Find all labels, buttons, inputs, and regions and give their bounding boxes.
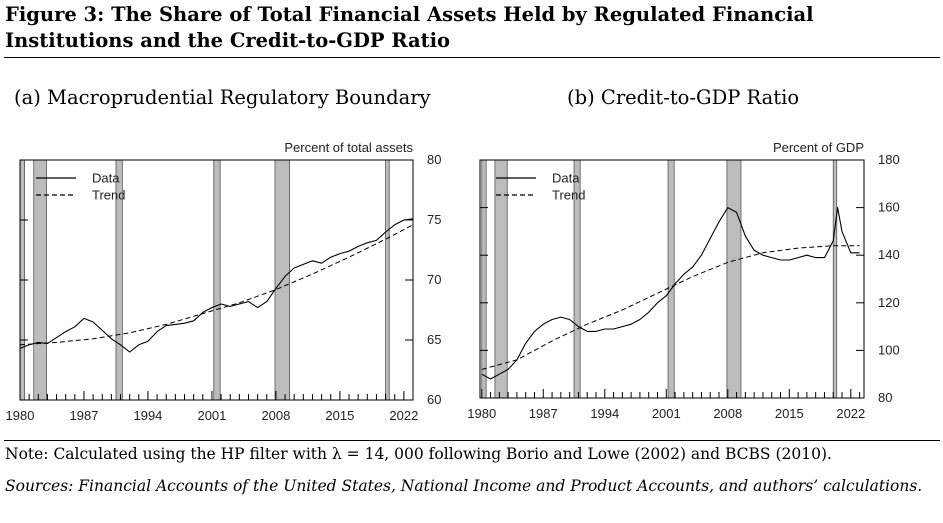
legend-label: Data (552, 171, 580, 186)
panel-a-chart: 1980 1987 1994 2001 2008 2015 2022 60 65 70 75 80 Pe… (6, 140, 442, 423)
y-tick-label: 75 (427, 212, 441, 227)
y-tick-label: 180 (878, 152, 900, 167)
x-tick-label: 2001 (652, 406, 681, 421)
y-tick-label: 120 (878, 295, 900, 310)
legend-label: Trend (552, 188, 585, 203)
y-tick-label: 65 (427, 332, 441, 347)
x-tick-label: 1987 (529, 406, 558, 421)
x-tick-label: 2015 (775, 406, 804, 421)
x-tick-label: 2008 (713, 406, 742, 421)
y-tick-label: 80 (427, 152, 441, 167)
y-tick-label: 140 (878, 247, 900, 262)
x-tick-label: 1994 (590, 406, 619, 421)
sources-text: Sources: Financial Accounts of the Unite… (5, 477, 923, 495)
legend-label: Trend (92, 188, 125, 203)
x-tick-label: 2022 (389, 408, 418, 423)
x-tick-label: 1980 (467, 406, 496, 421)
x-tick-label: 1994 (133, 408, 162, 423)
y-tick-label: 100 (878, 342, 900, 357)
x-tick-label: 2022 (836, 406, 865, 421)
x-tick-label: 1980 (6, 408, 35, 423)
recession-bar (494, 159, 508, 399)
title-rule (4, 57, 940, 58)
y-tick-label: 80 (878, 390, 892, 405)
y-tick-label: 60 (427, 392, 441, 407)
series-line-data (481, 207, 860, 380)
panel-a-title: (a) Macroprudential Regulatory Boundary (14, 86, 431, 109)
y-tick-label: 160 (878, 200, 900, 215)
panel-b-chart: 1980 1987 1994 2001 2008 2015 2022 80 100 120 140 1… (467, 140, 900, 421)
y-tick-label: 70 (427, 272, 441, 287)
x-tick-label: 1987 (70, 408, 99, 423)
series-line-trend (19, 224, 414, 346)
x-tick-label: 2001 (197, 408, 226, 423)
figure-title: Figure 3: The Share of Total Financial A… (5, 3, 814, 52)
x-tick-label: 2008 (261, 408, 290, 423)
plot-frame (479, 159, 865, 399)
series-line-trend (481, 245, 860, 370)
recession-bar (481, 159, 487, 399)
legend-label: Data (92, 171, 120, 186)
note-rule (4, 440, 940, 441)
recession-bar (213, 159, 221, 401)
recession-bar (726, 159, 742, 399)
recession-bar (667, 159, 675, 399)
unit-label: Percent of total assets (284, 140, 413, 155)
series-line-data (19, 218, 414, 353)
recession-bar (832, 159, 838, 399)
panel-b-title: (b) Credit-to-GDP Ratio (567, 86, 800, 109)
unit-label: Percent of GDP (773, 140, 864, 155)
note-text: Note: Calculated using the HP filter wit… (5, 445, 832, 463)
x-tick-label: 2015 (325, 408, 354, 423)
recession-bar (385, 159, 390, 401)
recession-bar (33, 159, 47, 401)
